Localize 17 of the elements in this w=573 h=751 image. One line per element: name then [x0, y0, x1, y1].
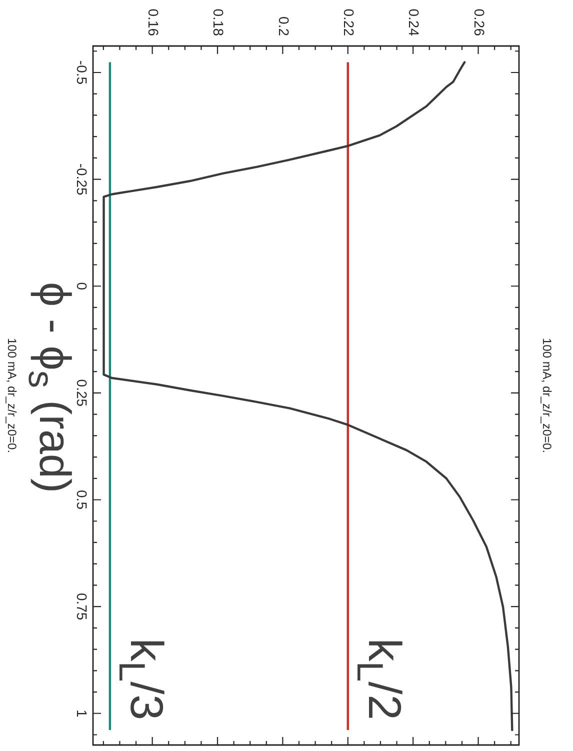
ref-line-label: kL/3: [111, 638, 173, 720]
y-tick-label: -0.25: [74, 163, 90, 196]
y-tick-label: -0.5: [74, 60, 90, 85]
x-tick-label: 0.18: [210, 8, 227, 36]
x-tick-label: 0.24: [406, 8, 422, 36]
x-tick-label: 0.26: [471, 8, 488, 36]
y-tick-label: 0.5: [74, 490, 90, 510]
y-tick-label: 0.25: [74, 379, 90, 407]
text: 100 mA, dr_z/r_z0=0.: [5, 338, 19, 454]
x-tick-label: 0.2: [276, 16, 292, 36]
y-tick-label: 0.75: [74, 592, 90, 620]
y-tick-label: 1: [74, 709, 90, 718]
x-tick-label: 0.16: [145, 8, 162, 36]
y-tick-label: 0: [74, 282, 90, 290]
x-tick-label: 0.22: [341, 8, 358, 36]
text: 100 mA, dr_z/r_z0=0.: [540, 338, 554, 454]
ref-line-label: kL/2: [349, 638, 411, 720]
